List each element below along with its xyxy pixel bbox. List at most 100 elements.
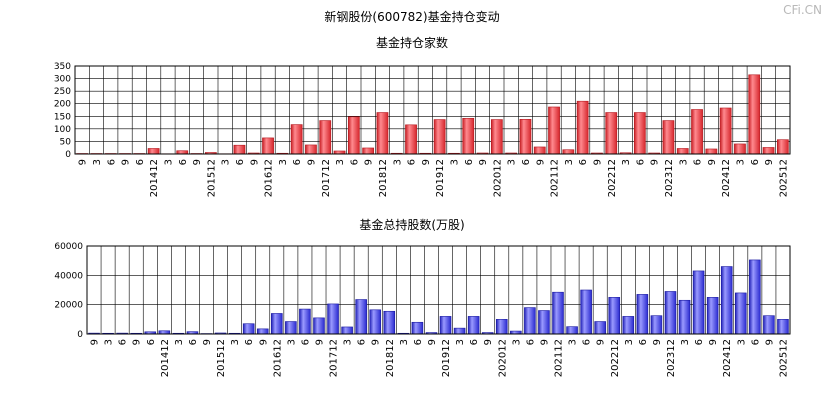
y-tick-label: 0 [65, 150, 71, 160]
x-tick-label: 9 [132, 339, 143, 345]
x-tick-label: 3 [92, 159, 103, 165]
bar [580, 289, 592, 335]
bar [608, 297, 621, 335]
bar [305, 144, 317, 155]
x-tick-label: 201712 [321, 159, 332, 197]
bar [383, 310, 396, 335]
bar [319, 120, 332, 155]
x-tick-label: 3 [455, 339, 466, 345]
bar [533, 146, 546, 155]
plot-frame [74, 65, 791, 155]
x-tick-label: 6 [292, 159, 303, 165]
x-tick-label: 9 [535, 159, 546, 165]
x-tick-label: 201612 [264, 159, 275, 197]
bar [749, 259, 761, 335]
x-tick-label: 9 [364, 159, 375, 165]
y-tick-label: 20000 [54, 301, 83, 311]
x-tick-label: 6 [244, 339, 255, 345]
x-tick-label: 3 [174, 339, 185, 345]
x-tick-label: 3 [449, 159, 460, 165]
x-tick-label: 9 [650, 159, 661, 165]
x-tick-label: 6 [118, 339, 129, 345]
x-tick-label: 3 [568, 339, 579, 345]
y-tick-label: 300 [54, 75, 71, 85]
bar [676, 148, 689, 155]
x-tick-label: 6 [582, 339, 593, 345]
x-tick-label: 9 [707, 159, 718, 165]
bar [313, 317, 325, 335]
bar [147, 148, 160, 155]
x-tick-label: 3 [624, 339, 635, 345]
x-tick-label: 6 [750, 159, 761, 165]
bar [519, 119, 532, 155]
x-tick-label: 9 [306, 159, 317, 165]
x-tick-label: 9 [421, 159, 432, 165]
bar [362, 147, 375, 155]
bar [341, 326, 353, 335]
bar [462, 117, 475, 155]
bar [256, 328, 269, 335]
y-tick-label: 0 [77, 330, 83, 340]
bar [650, 315, 663, 335]
bar [705, 148, 718, 155]
bar [467, 316, 480, 335]
x-tick-label: 3 [564, 159, 575, 165]
bar [777, 319, 789, 335]
x-tick-label: 201912 [441, 339, 452, 377]
x-tick-label: 6 [469, 339, 480, 345]
x-tick-label: 9 [249, 159, 260, 165]
bar [735, 292, 747, 335]
x-tick-label: 9 [371, 339, 382, 345]
x-tick-label: 6 [464, 159, 475, 165]
x-tick-label: 6 [235, 159, 246, 165]
x-tick-label: 202112 [554, 339, 565, 377]
x-tick-label: 3 [163, 159, 174, 165]
x-tick-label: 202012 [492, 159, 503, 197]
bar [706, 297, 719, 335]
x-tick-label: 3 [230, 339, 241, 345]
x-tick-label: 201412 [160, 339, 171, 377]
x-tick-label: 6 [188, 339, 199, 345]
x-tick-label: 3 [278, 159, 289, 165]
bar [562, 149, 575, 155]
x-tick-label: 9 [78, 159, 89, 165]
bar [299, 308, 311, 335]
bar [762, 147, 775, 155]
bar [576, 100, 589, 155]
x-tick-label: 9 [539, 339, 550, 345]
bar [552, 291, 564, 335]
x-tick-label: 3 [507, 159, 518, 165]
bar [719, 107, 732, 155]
x-tick-label: 3 [735, 159, 746, 165]
x-tick-label: 202212 [610, 339, 621, 377]
bar [453, 327, 466, 335]
x-tick-label: 9 [192, 159, 203, 165]
x-tick-label: 9 [478, 159, 489, 165]
x-tick-label: 9 [708, 339, 719, 345]
x-tick-label: 3 [286, 339, 297, 345]
bar [748, 74, 761, 155]
x-tick-label: 3 [104, 339, 115, 345]
bar [636, 294, 649, 335]
x-tick-label: 6 [635, 159, 646, 165]
x-tick-label: 6 [146, 339, 157, 345]
x-tick-label: 202012 [497, 339, 508, 377]
bar [662, 120, 675, 155]
x-tick-label: 6 [135, 159, 146, 165]
bar [327, 303, 339, 335]
y-tick-label: 200 [54, 100, 71, 110]
x-tick-label: 3 [221, 159, 232, 165]
bar [242, 323, 255, 335]
x-tick-label: 3 [335, 159, 346, 165]
bar [524, 307, 536, 335]
x-tick-label: 9 [121, 159, 132, 165]
bar [490, 119, 503, 155]
x-tick-label: 3 [680, 339, 691, 345]
bar [720, 266, 733, 335]
x-tick-label: 6 [407, 159, 418, 165]
x-tick-label: 202212 [607, 159, 618, 197]
x-tick-label: 9 [314, 339, 325, 345]
y-tick-label: 40000 [54, 271, 83, 281]
